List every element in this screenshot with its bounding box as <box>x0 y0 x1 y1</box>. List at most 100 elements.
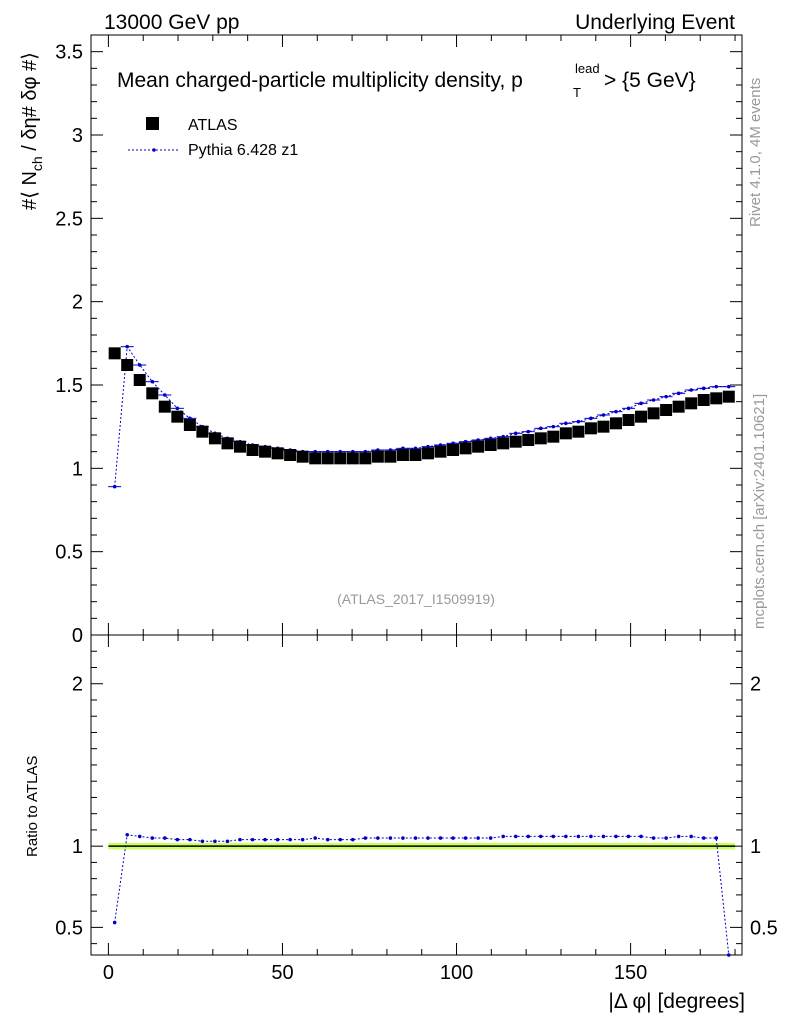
atlas-point <box>609 417 622 430</box>
mc-point-ratio <box>589 834 593 839</box>
rivet-info: Rivet 4.1.0, 4M events <box>747 78 764 227</box>
atlas-point <box>434 445 447 458</box>
mc-point-ratio <box>689 834 693 839</box>
mc-point-ratio <box>714 836 719 840</box>
ratio-y-axis: 0.5 0.5 1 1 2 2 <box>55 650 778 945</box>
mc-point-ratio <box>300 837 305 842</box>
atlas-point <box>660 404 673 416</box>
mc-point-ratio <box>426 836 430 840</box>
analysis-watermark: (ATLAS_2017_I1509919) <box>337 591 495 607</box>
legend-atlas-label: ATLAS <box>188 117 238 134</box>
atlas-point <box>171 410 184 423</box>
mc-point-ratio <box>137 834 142 839</box>
mc-point-ratio <box>350 837 355 842</box>
ratio-ylabel: Ratio to ATLAS <box>24 756 41 857</box>
mc-point-ratio <box>438 836 443 840</box>
ratio-frame <box>90 634 743 956</box>
mc-point-ratio <box>338 837 343 842</box>
atlas-point <box>710 392 723 405</box>
atlas-point <box>584 422 597 435</box>
atlas-point <box>309 452 322 465</box>
mc-point-ratio <box>639 834 643 839</box>
main-panel: 0 0.5 1 1.5 2 2.5 3 3.5 Mean charged-particle m… <box>19 34 743 647</box>
legend: ATLAS Pythia 6.428 z1 <box>128 117 298 159</box>
ratio-ytick-label-right: 0.5 <box>750 917 778 939</box>
mc-point-ratio <box>401 836 405 840</box>
mc-point-ratio <box>614 834 618 839</box>
atlas-point <box>396 449 409 461</box>
mc-point-ratio <box>200 839 205 844</box>
atlas-point <box>509 435 522 448</box>
ratio-ytick-label: 1 <box>72 836 83 858</box>
atlas-point <box>622 414 635 426</box>
atlas-point <box>208 432 221 445</box>
main-x-ticks <box>107 35 736 635</box>
mc-line-ratio <box>114 834 730 956</box>
atlas-point <box>547 430 560 443</box>
atlas-point <box>321 452 334 465</box>
mc-point-ratio <box>651 836 656 840</box>
mc-point-ratio <box>576 834 581 839</box>
atlas-point <box>158 400 171 413</box>
main-ytick-label: 0.5 <box>55 542 83 564</box>
mc-point-ratio <box>513 834 518 839</box>
atlas-point <box>597 420 610 433</box>
xlabel: |Δ φ| [degrees] <box>608 990 745 1013</box>
mc-point-ratio <box>676 834 681 839</box>
header-left: 13000 GeV pp <box>104 11 239 34</box>
atlas-point <box>108 347 121 360</box>
mc-point-ratio <box>526 834 531 839</box>
mc-point-ratio <box>325 837 330 842</box>
mc-point-ratio <box>263 837 267 842</box>
atlas-point <box>522 434 535 446</box>
atlas-point <box>672 400 685 413</box>
title-subscript: T <box>573 85 581 100</box>
xtick-label: 100 <box>440 962 473 984</box>
mc-point-ratio <box>288 837 292 842</box>
mc-point-ratio <box>112 920 117 925</box>
title-tail: > {5 GeV} <box>604 69 696 92</box>
atlas-point <box>685 397 698 410</box>
mc-point-ratio <box>726 953 731 957</box>
mc-point-ratio <box>175 837 180 842</box>
mc-point-ratio <box>551 834 556 839</box>
main-y-axis: 0 0.5 1 1.5 2 2.5 3 3.5 <box>55 42 742 647</box>
legend-atlas-marker <box>146 117 159 130</box>
mc-point-ratio <box>238 837 242 842</box>
mc-point-ratio <box>225 839 230 844</box>
atlas-point <box>534 432 547 445</box>
mc-point-ratio <box>313 836 317 840</box>
atlas-point <box>221 437 234 450</box>
atlas-point <box>647 407 660 420</box>
mc-point-ratio <box>150 836 155 840</box>
main-ylabel: #⟨ Nch / δη# δφ #⟩ <box>19 52 45 210</box>
mc-point-ratio <box>463 836 468 840</box>
mc-point-ratio <box>451 836 455 840</box>
atlas-point <box>371 450 384 463</box>
mc-point-ratio <box>601 834 606 839</box>
legend-mc-marker <box>152 148 156 152</box>
mc-point-ratio <box>188 837 192 842</box>
ratio-ytick-label-right: 2 <box>750 674 761 696</box>
mc-point-ratio <box>564 834 568 839</box>
atlas-point <box>497 437 510 450</box>
xtick-label: 0 <box>103 962 114 984</box>
main-ytick-label: 1 <box>72 458 83 480</box>
mc-point-ratio <box>538 834 543 839</box>
atlas-point <box>259 445 272 458</box>
mc-point-ratio <box>250 837 255 842</box>
ratio-ytick-label: 2 <box>72 674 83 696</box>
atlas-point <box>484 439 497 451</box>
legend-mc-label: Pythia 6.428 z1 <box>188 142 298 159</box>
main-ytick-label: 3.5 <box>55 42 83 64</box>
atlas-point <box>346 452 359 465</box>
mc-point-ratio <box>363 836 368 840</box>
ratio-ytick-label-right: 1 <box>750 836 761 858</box>
atlas-point <box>421 447 434 460</box>
ratio-uncertainty-band <box>108 842 736 850</box>
atlas-point <box>271 447 284 460</box>
atlas-point <box>635 410 648 423</box>
mc-point-ratio <box>125 832 130 837</box>
atlas-point <box>559 427 572 440</box>
mc-point-ratio <box>664 836 668 840</box>
